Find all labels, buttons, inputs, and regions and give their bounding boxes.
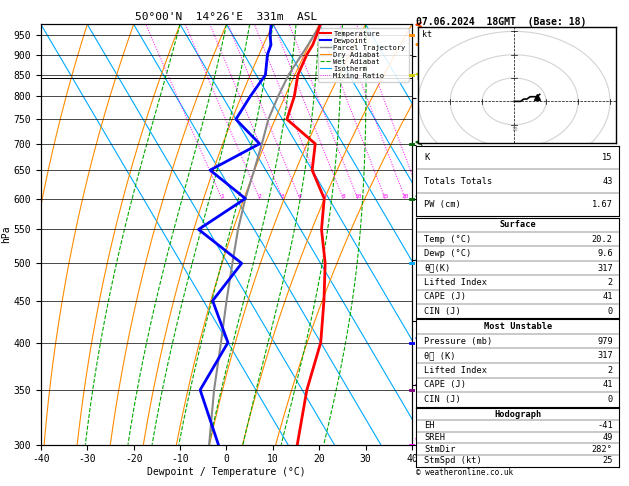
Text: 2: 2 <box>258 193 262 199</box>
Text: Lifted Index: Lifted Index <box>425 366 487 375</box>
Text: Most Unstable: Most Unstable <box>484 322 552 331</box>
Text: 15: 15 <box>603 153 613 162</box>
Text: Lifted Index: Lifted Index <box>425 278 487 287</box>
Text: 4: 4 <box>298 193 302 199</box>
Text: 0: 0 <box>608 307 613 315</box>
Text: 15: 15 <box>381 193 389 199</box>
Text: EH: EH <box>425 421 435 430</box>
Text: CAPE (J): CAPE (J) <box>425 381 467 389</box>
Text: 1: 1 <box>220 193 224 199</box>
Text: θᴇ(K): θᴇ(K) <box>425 263 451 273</box>
Text: 282°: 282° <box>592 445 613 453</box>
Text: 10: 10 <box>511 127 518 132</box>
Text: θᴇ (K): θᴇ (K) <box>425 351 456 360</box>
Text: Surface: Surface <box>499 221 536 229</box>
Text: CIN (J): CIN (J) <box>425 307 461 315</box>
Text: 8: 8 <box>342 193 345 199</box>
Text: StmDir: StmDir <box>425 445 456 453</box>
Text: 1.67: 1.67 <box>592 200 613 209</box>
Text: 25: 25 <box>603 456 613 465</box>
Text: LCL: LCL <box>416 73 430 82</box>
Text: 30: 30 <box>511 174 518 179</box>
Y-axis label: km
ASL: km ASL <box>425 227 445 242</box>
Text: 20.2: 20.2 <box>592 235 613 244</box>
Text: 317: 317 <box>597 263 613 273</box>
Text: 41: 41 <box>603 381 613 389</box>
Text: 20: 20 <box>401 193 409 199</box>
Text: 10: 10 <box>354 193 362 199</box>
Text: 20: 20 <box>511 150 518 156</box>
Text: K: K <box>425 153 430 162</box>
Text: 49: 49 <box>603 433 613 442</box>
Text: 43: 43 <box>603 176 613 186</box>
X-axis label: Dewpoint / Temperature (°C): Dewpoint / Temperature (°C) <box>147 467 306 477</box>
Text: StmSpd (kt): StmSpd (kt) <box>425 456 482 465</box>
Legend: Temperature, Dewpoint, Parcel Trajectory, Dry Adiabat, Wet Adiabat, Isotherm, Mi: Temperature, Dewpoint, Parcel Trajectory… <box>318 28 408 82</box>
Text: Dewp (°C): Dewp (°C) <box>425 249 472 258</box>
Text: 0: 0 <box>608 395 613 404</box>
Text: Temp (°C): Temp (°C) <box>425 235 472 244</box>
Text: PW (cm): PW (cm) <box>425 200 461 209</box>
Text: Pressure (mb): Pressure (mb) <box>425 337 493 346</box>
Text: kt: kt <box>422 30 432 39</box>
Text: 9.6: 9.6 <box>597 249 613 258</box>
Text: Hodograph: Hodograph <box>494 410 542 418</box>
Title: 50°00'N  14°26'E  331m  ASL: 50°00'N 14°26'E 331m ASL <box>135 12 318 22</box>
Text: 2: 2 <box>608 278 613 287</box>
Text: -41: -41 <box>597 421 613 430</box>
Text: 3: 3 <box>281 193 284 199</box>
Y-axis label: hPa: hPa <box>1 226 11 243</box>
Text: 2: 2 <box>608 366 613 375</box>
Text: © weatheronline.co.uk: © weatheronline.co.uk <box>416 468 513 477</box>
Text: CAPE (J): CAPE (J) <box>425 292 467 301</box>
Text: 979: 979 <box>597 337 613 346</box>
Text: 41: 41 <box>603 292 613 301</box>
Text: 07.06.2024  18GMT  (Base: 18): 07.06.2024 18GMT (Base: 18) <box>416 17 587 27</box>
Text: Totals Totals: Totals Totals <box>425 176 493 186</box>
Text: 317: 317 <box>597 351 613 360</box>
Text: SREH: SREH <box>425 433 445 442</box>
Text: 6: 6 <box>323 193 326 199</box>
Text: CIN (J): CIN (J) <box>425 395 461 404</box>
